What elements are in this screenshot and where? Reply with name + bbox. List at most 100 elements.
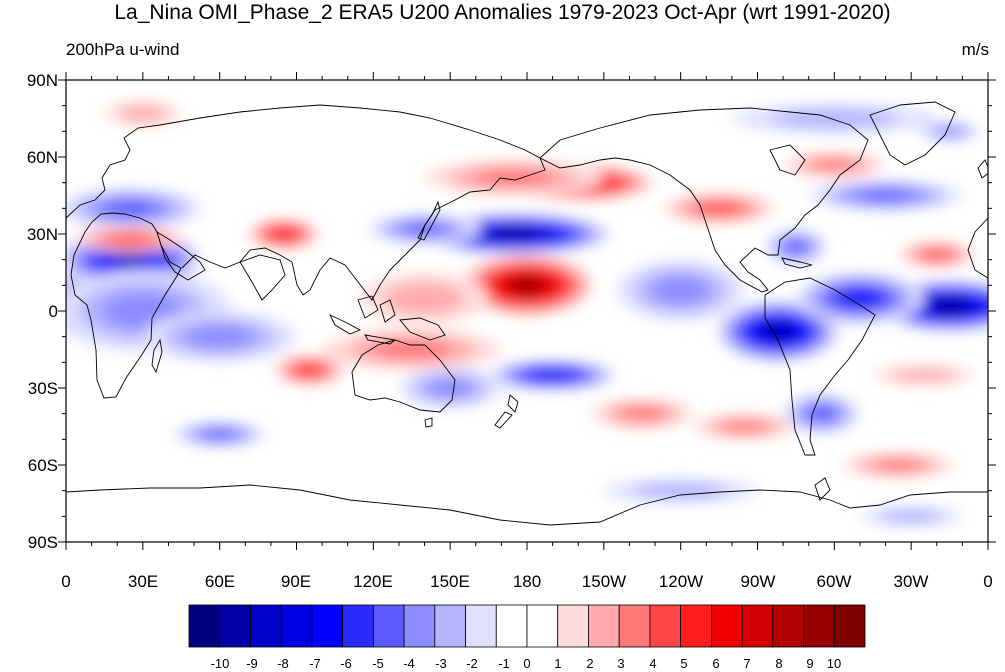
anomaly-contour xyxy=(785,240,807,254)
anomaly-contour xyxy=(299,365,320,375)
colorbar-label: -5 xyxy=(372,656,384,671)
lon-label: 90E xyxy=(281,572,311,591)
colorbar-label: 2 xyxy=(586,656,593,671)
colorbar-box xyxy=(280,604,313,648)
lon-label: 120E xyxy=(353,572,393,591)
lon-label: 60W xyxy=(817,572,852,591)
anomaly-contour xyxy=(771,109,898,128)
colorbar-box xyxy=(342,604,374,648)
lat-label: 90N xyxy=(27,71,58,90)
colorbar xyxy=(188,604,866,648)
anomaly-contour xyxy=(892,368,956,382)
variable-label: 200hPa u-wind xyxy=(66,40,180,59)
anomaly-contour xyxy=(116,253,144,266)
anomaly-contour xyxy=(499,230,529,238)
lon-label: 30W xyxy=(894,572,929,591)
anomaly-contour xyxy=(858,190,913,201)
colorbar-box xyxy=(803,604,835,648)
lon-label: 60E xyxy=(205,572,235,591)
lon-label: 0 xyxy=(983,572,992,591)
lon-label: 0 xyxy=(61,572,70,591)
colorbar-label: -8 xyxy=(277,656,289,671)
colorbar-box xyxy=(188,604,221,648)
colorbar-box xyxy=(403,604,436,648)
colorbar-label: 9 xyxy=(806,656,813,671)
anomaly-contour xyxy=(879,510,943,523)
colorbar-label: -7 xyxy=(309,656,321,671)
anomaly-contour xyxy=(923,250,951,259)
anomaly-contour xyxy=(935,126,964,136)
anomaly-contour xyxy=(515,280,539,291)
colorbar-box xyxy=(588,604,620,648)
anomaly-contour xyxy=(652,276,710,305)
lat-label: 0 xyxy=(49,302,58,321)
anomaly-contour xyxy=(385,282,464,314)
latitude-ticks xyxy=(58,79,996,543)
anomaly-contour xyxy=(767,326,789,337)
anomaly-contour xyxy=(811,158,858,171)
longitude-ticks xyxy=(65,72,989,550)
colorbar-label: 10 xyxy=(827,656,841,671)
lon-label: 90W xyxy=(741,572,776,591)
anomaly-contour xyxy=(873,459,924,471)
units-label: m/s xyxy=(961,40,989,59)
anomaly-contour xyxy=(808,406,835,421)
colorbar-label: 0 xyxy=(523,656,530,671)
colorbar-box xyxy=(219,604,251,648)
anomaly-contour xyxy=(699,202,739,214)
colorbar-label: -1 xyxy=(498,656,510,671)
colorbar-box xyxy=(495,604,528,648)
lat-label: 30S xyxy=(28,379,58,398)
anomaly-contour xyxy=(110,234,150,244)
colorbar-box xyxy=(250,604,282,648)
colorbar-box xyxy=(465,604,497,648)
colorbar-label: -2 xyxy=(466,656,478,671)
lon-label: 150E xyxy=(430,572,470,591)
anomaly-field xyxy=(66,100,988,527)
anomaly-contour xyxy=(275,230,293,238)
colorbar-box xyxy=(618,604,651,648)
anomaly-contour xyxy=(119,105,167,122)
anomaly-contour xyxy=(185,325,254,349)
lon-label: 180 xyxy=(513,572,541,591)
lat-label: 90S xyxy=(28,533,58,552)
anomaly-contour xyxy=(105,201,155,216)
colorbar-box xyxy=(526,604,559,648)
colorbar-box xyxy=(434,604,466,648)
colorbar-box xyxy=(680,604,712,648)
colorbar-label: -4 xyxy=(403,656,415,671)
colorbar-label: -6 xyxy=(340,656,352,671)
anomaly-contour xyxy=(371,340,452,359)
anomaly-contour xyxy=(404,223,445,235)
coastlines xyxy=(66,101,988,526)
colorbar-box xyxy=(311,604,344,648)
colorbar-box xyxy=(833,604,866,648)
colorbar-label: 5 xyxy=(680,656,687,671)
anomaly-contour xyxy=(539,371,567,379)
anomaly-contour xyxy=(427,378,473,398)
lat-label: 60S xyxy=(28,456,58,475)
map-title: La_Nina OMI_Phase_2 ERA5 U200 Anomalies … xyxy=(114,1,891,24)
anomaly-contour xyxy=(937,301,962,310)
colorbar-label: 1 xyxy=(554,656,561,671)
colorbar-label: -3 xyxy=(435,656,447,671)
colorbar-label: 6 xyxy=(712,656,719,671)
colorbar-labels: -10 -9 -8 -7 -6 -5 -4 -3 -2 -1 0 1 2 3 4… xyxy=(211,656,842,671)
colorbar-label: 8 xyxy=(775,656,782,671)
colorbar-box xyxy=(649,604,682,648)
colorbar-label: 4 xyxy=(649,656,656,671)
lon-label: 30E xyxy=(128,572,158,591)
colorbar-label: -9 xyxy=(246,656,258,671)
anomaly-contour xyxy=(619,406,666,421)
anomaly-contour xyxy=(203,429,236,439)
lon-label: 150W xyxy=(582,572,626,591)
lat-label: 60N xyxy=(27,148,58,167)
colorbar-box xyxy=(741,604,774,648)
colorbar-box xyxy=(372,604,405,648)
colorbar-box xyxy=(710,604,743,648)
anomaly-contour xyxy=(721,420,768,433)
lat-label: 30N xyxy=(27,225,58,244)
lon-label: 120W xyxy=(659,572,703,591)
colorbar-box xyxy=(557,604,589,648)
